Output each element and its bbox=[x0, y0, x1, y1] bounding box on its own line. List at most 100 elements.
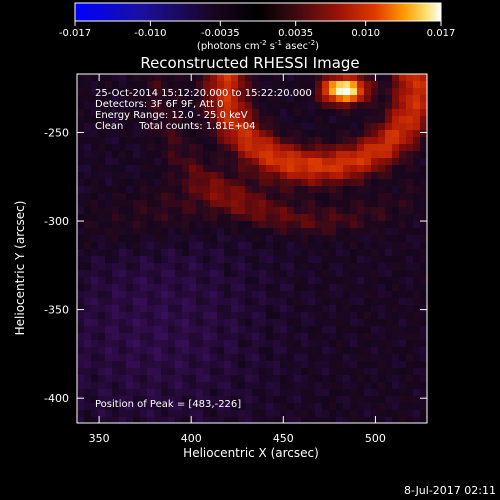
heatmap-cell bbox=[287, 151, 294, 158]
heatmap-cell bbox=[112, 361, 119, 368]
heatmap-cell bbox=[413, 228, 420, 235]
heatmap-cell bbox=[238, 256, 245, 263]
heatmap-cell bbox=[224, 382, 231, 389]
heatmap-cell bbox=[168, 382, 175, 389]
heatmap-cell bbox=[238, 277, 245, 284]
heatmap-cell bbox=[329, 102, 336, 109]
heatmap-cell bbox=[224, 214, 231, 221]
heatmap-cell bbox=[280, 354, 287, 361]
heatmap-cell bbox=[105, 116, 112, 123]
heatmap-cell bbox=[266, 207, 273, 214]
heatmap-cell bbox=[329, 368, 336, 375]
heatmap-cell bbox=[196, 382, 203, 389]
heatmap-cell bbox=[217, 389, 224, 396]
heatmap-cell bbox=[168, 249, 175, 256]
heatmap-cell bbox=[392, 319, 399, 326]
heatmap-cell bbox=[245, 242, 252, 249]
heatmap-cell bbox=[203, 284, 210, 291]
heatmap-cell bbox=[84, 214, 91, 221]
heatmap-cell bbox=[413, 81, 420, 88]
heatmap-cell bbox=[210, 172, 217, 179]
heatmap-cell bbox=[147, 375, 154, 382]
heatmap-cell bbox=[189, 312, 196, 319]
heatmap-cell bbox=[378, 74, 385, 81]
heatmap-cell bbox=[343, 165, 350, 172]
heatmap-cell bbox=[287, 81, 294, 88]
heatmap-cell bbox=[364, 256, 371, 263]
heatmap-cell bbox=[392, 81, 399, 88]
heatmap-cell bbox=[301, 284, 308, 291]
heatmap-cell bbox=[385, 263, 392, 270]
heatmap-cell bbox=[105, 291, 112, 298]
heatmap-cell bbox=[189, 256, 196, 263]
heatmap-cell bbox=[392, 74, 399, 81]
heatmap-cell bbox=[182, 368, 189, 375]
heatmap-cell bbox=[280, 116, 287, 123]
heatmap-cell bbox=[336, 382, 343, 389]
heatmap-cell bbox=[98, 123, 105, 130]
heatmap-cell bbox=[406, 284, 413, 291]
heatmap-cell bbox=[308, 81, 315, 88]
heatmap-cell bbox=[133, 214, 140, 221]
heatmap-cell bbox=[98, 340, 105, 347]
heatmap-cell bbox=[140, 235, 147, 242]
heatmap-cell bbox=[196, 102, 203, 109]
heatmap-cell bbox=[364, 347, 371, 354]
heatmap-cell bbox=[308, 382, 315, 389]
heatmap-cell bbox=[245, 410, 252, 417]
heatmap-cell bbox=[196, 284, 203, 291]
heatmap-cell bbox=[112, 137, 119, 144]
heatmap-cell bbox=[105, 158, 112, 165]
heatmap-cell bbox=[371, 403, 378, 410]
heatmap-cell bbox=[224, 340, 231, 347]
heatmap-cell bbox=[252, 333, 259, 340]
heatmap-cell bbox=[196, 109, 203, 116]
heatmap-cell bbox=[77, 403, 84, 410]
heatmap-cell bbox=[413, 130, 420, 137]
heatmap-cell bbox=[343, 242, 350, 249]
heatmap-cell bbox=[413, 277, 420, 284]
heatmap-cell bbox=[238, 144, 245, 151]
heatmap-cell bbox=[280, 193, 287, 200]
heatmap-cell bbox=[161, 151, 168, 158]
heatmap-cell bbox=[161, 396, 168, 403]
heatmap-cell bbox=[203, 347, 210, 354]
heatmap-cell bbox=[364, 74, 371, 81]
heatmap-cell bbox=[203, 417, 210, 423]
heatmap-cell bbox=[287, 95, 294, 102]
heatmap-cell bbox=[77, 417, 84, 423]
heatmap-cell bbox=[252, 389, 259, 396]
heatmap-cell bbox=[77, 347, 84, 354]
heatmap-cell bbox=[252, 88, 259, 95]
heatmap-cell bbox=[161, 116, 168, 123]
heatmap-cell bbox=[350, 158, 357, 165]
heatmap-cell bbox=[308, 347, 315, 354]
heatmap-cell bbox=[126, 389, 133, 396]
heatmap-cell bbox=[413, 102, 420, 109]
heatmap-cell bbox=[196, 319, 203, 326]
heatmap-cell bbox=[406, 340, 413, 347]
heatmap-cell bbox=[294, 193, 301, 200]
heatmap-cell bbox=[392, 165, 399, 172]
heatmap-cell bbox=[364, 200, 371, 207]
heatmap-cell bbox=[329, 88, 336, 95]
heatmap-cell bbox=[84, 319, 91, 326]
heatmap-cell bbox=[203, 116, 210, 123]
heatmap-cell bbox=[126, 151, 133, 158]
heatmap-cell bbox=[371, 242, 378, 249]
y-tick-label: -300 bbox=[44, 215, 69, 228]
heatmap-cell bbox=[336, 214, 343, 221]
heatmap-cell bbox=[140, 200, 147, 207]
heatmap-cell bbox=[273, 354, 280, 361]
heatmap-cell bbox=[266, 144, 273, 151]
heatmap-cell bbox=[406, 270, 413, 277]
heatmap-cell bbox=[301, 382, 308, 389]
heatmap-cell bbox=[287, 235, 294, 242]
heatmap-cell bbox=[175, 417, 182, 423]
heatmap-cell bbox=[112, 305, 119, 312]
heatmap-cell bbox=[413, 263, 420, 270]
heatmap-cell bbox=[385, 354, 392, 361]
heatmap-cell bbox=[77, 144, 84, 151]
heatmap-cell bbox=[98, 151, 105, 158]
heatmap-cell bbox=[378, 228, 385, 235]
